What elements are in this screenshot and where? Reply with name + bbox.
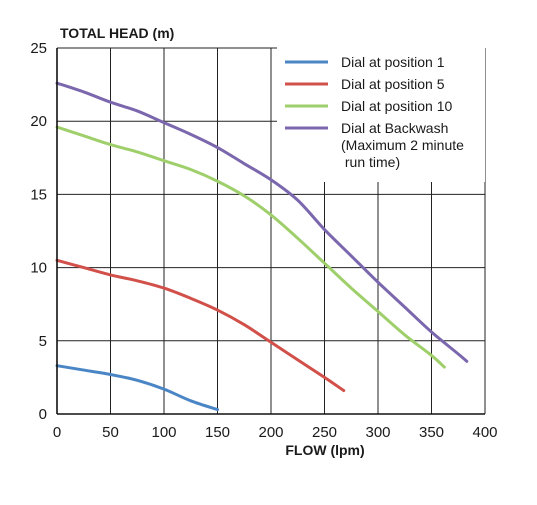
y-tick-labels: 0 5 10 15 20 25 [30, 40, 47, 423]
x-tick-label: 50 [102, 424, 119, 441]
legend-label-2: Dial at position 5 [341, 76, 445, 92]
series-lines [55, 81, 469, 412]
x-tick-label: 150 [205, 424, 230, 441]
legend-label-1: Dial at position 1 [341, 54, 445, 70]
legend-label-3: Dial at position 10 [341, 98, 453, 114]
y-tick-label: 10 [30, 260, 47, 277]
series-line-4 [55, 81, 469, 363]
x-tick-label: 300 [365, 424, 390, 441]
legend: Dial at position 1 Dial at position 5 Dial… [277, 46, 485, 182]
series-line-1 [55, 364, 219, 412]
y-axis-title: TOTAL HEAD (m) [60, 25, 174, 41]
y-tick-label: 15 [30, 186, 47, 203]
y-tick-label: 25 [30, 40, 47, 57]
x-tick-label: 200 [258, 424, 283, 441]
x-tick-labels: 0 50 100 150 200 250 300 350 400 [53, 424, 498, 441]
legend-label-4: Dial at Backwash (Maximum 2 minute run ti… [341, 120, 464, 170]
legend-label-line: (Maximum 2 minute [341, 137, 464, 153]
x-tick-label: 400 [472, 424, 497, 441]
legend-label-line: run time) [341, 154, 400, 170]
y-tick-label: 5 [39, 333, 47, 350]
y-tick-label: 20 [30, 113, 47, 130]
x-axis-title: FLOW (lpm) [285, 442, 364, 458]
legend-label-line: Dial at Backwash [341, 120, 448, 136]
x-tick-label: 0 [53, 424, 61, 441]
x-tick-label: 100 [151, 424, 176, 441]
axes [56, 48, 485, 415]
x-tick-label: 350 [419, 424, 444, 441]
legend-background [277, 46, 485, 182]
series-line-2 [55, 258, 346, 393]
series-line-3 [55, 125, 446, 369]
x-tick-label: 250 [312, 424, 337, 441]
y-tick-label: 0 [39, 406, 47, 423]
